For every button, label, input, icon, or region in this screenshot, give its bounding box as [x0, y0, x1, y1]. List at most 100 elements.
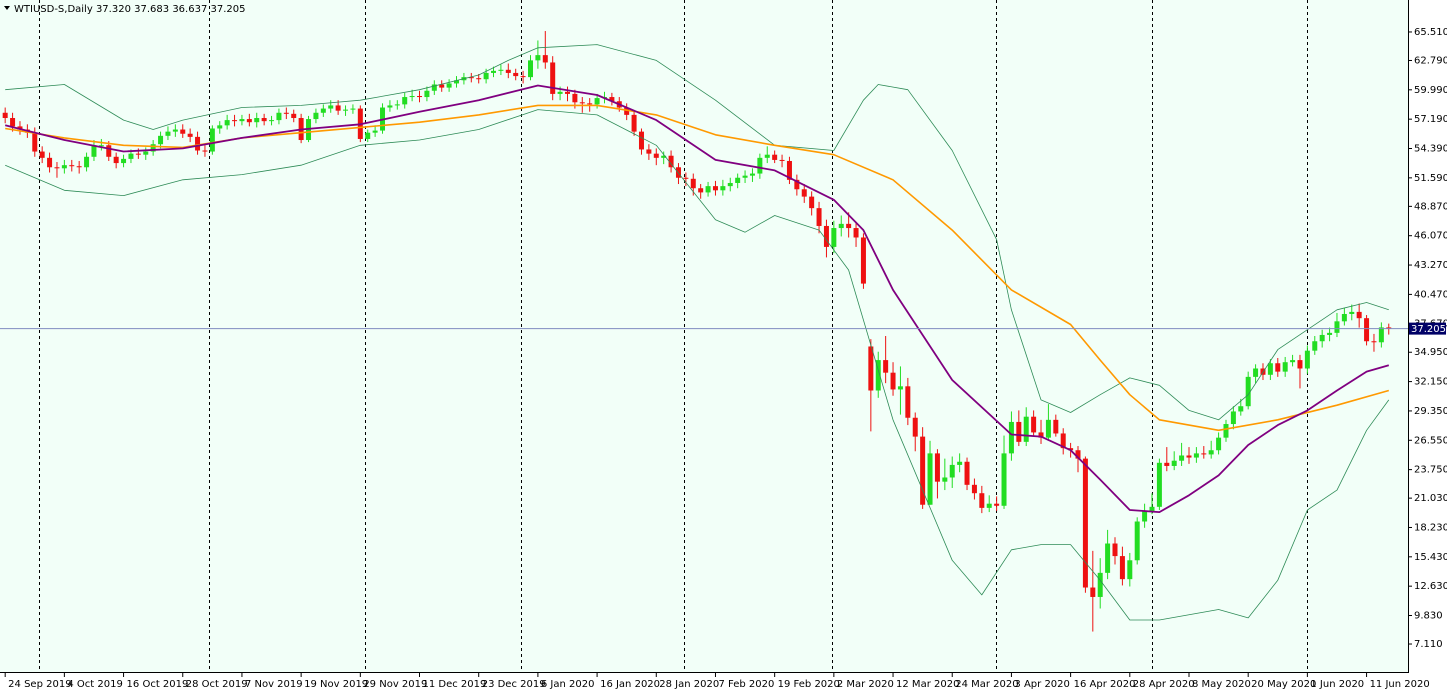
- candle-body: [831, 228, 837, 247]
- x-tick-label: 16 Jan 2020: [600, 679, 660, 690]
- candle-body: [91, 145, 97, 157]
- ohlc-low: 36.637: [172, 4, 207, 15]
- candle-body: [742, 175, 748, 178]
- candle-body: [54, 167, 60, 169]
- candle-body: [883, 360, 889, 373]
- candle-body: [246, 119, 252, 123]
- header: WTIUSD-S,Daily 37.320 37.683 36.637 37.2…: [4, 4, 246, 15]
- candle-body: [202, 150, 208, 152]
- candle-body: [128, 153, 134, 159]
- candle-body: [513, 72, 519, 77]
- header-text: WTIUSD-S,Daily 37.320 37.683 36.637 37.2…: [14, 4, 246, 15]
- candle-body: [335, 105, 341, 111]
- candle-body: [424, 90, 430, 98]
- candle-body: [291, 113, 297, 119]
- y-tick-label: 51.590: [1414, 173, 1447, 184]
- candle-body: [209, 128, 215, 152]
- x-tick-label: 1 Jun 2020: [1310, 679, 1364, 690]
- candle-body: [823, 225, 829, 247]
- candle-body: [84, 156, 90, 168]
- candle-body: [720, 186, 726, 191]
- candle-body: [949, 464, 955, 478]
- candle-body: [1068, 448, 1074, 451]
- candle-body: [372, 130, 378, 133]
- candle-body: [786, 160, 792, 180]
- candle-body: [1134, 521, 1140, 561]
- candle-body: [431, 84, 437, 91]
- candle-body: [1341, 313, 1347, 322]
- candle-body: [491, 70, 497, 73]
- candle-body: [1001, 453, 1007, 506]
- candle-body: [624, 107, 630, 115]
- candle-body: [135, 153, 141, 155]
- y-tick-label: 23.750: [1414, 465, 1447, 476]
- candle-body: [1090, 587, 1096, 597]
- candle-body: [439, 84, 445, 88]
- x-tick-label: 20 May 2020: [1251, 679, 1316, 690]
- candle-body: [542, 55, 548, 63]
- candle-body: [675, 167, 681, 178]
- candle-body: [106, 145, 112, 157]
- candle-body: [269, 120, 275, 122]
- candle-body: [727, 182, 733, 187]
- candle-body: [668, 155, 674, 168]
- x-tick-label: 11 Dec 2019: [423, 679, 487, 690]
- candle-body: [1267, 363, 1273, 375]
- y-tick-label: 15.430: [1414, 552, 1447, 563]
- indicator-line: [5, 44, 1389, 421]
- candle-body: [905, 386, 911, 418]
- candle-body: [69, 165, 75, 167]
- candle-body: [446, 83, 452, 88]
- x-tick-label: 28 Apr 2020: [1133, 679, 1195, 690]
- candle-body: [912, 417, 918, 437]
- candle-body: [712, 186, 718, 191]
- candle-body: [417, 96, 423, 98]
- candle-body: [224, 120, 230, 126]
- y-tick-label: 9.830: [1414, 611, 1443, 622]
- candle-body: [661, 155, 667, 158]
- y-tick-label: 65.510: [1414, 27, 1447, 38]
- candle-body: [772, 154, 778, 160]
- marks: [0, 31, 1408, 632]
- y-tick-label: 46.070: [1414, 231, 1447, 242]
- candle-body: [283, 112, 289, 114]
- candle-body: [942, 477, 948, 482]
- plot-background: [0, 0, 1408, 672]
- candle-body: [328, 105, 334, 109]
- candle-body: [735, 177, 741, 183]
- candle-body: [1282, 362, 1288, 372]
- y-tick-label: 32.150: [1414, 377, 1447, 388]
- candle-body: [1304, 350, 1310, 369]
- candle-body: [180, 129, 186, 134]
- candle-body: [1238, 406, 1244, 412]
- candle-body: [387, 105, 393, 108]
- x-tick-label: 2 Mar 2020: [837, 679, 894, 690]
- candle-body: [971, 484, 977, 494]
- candle-body: [934, 453, 940, 482]
- candle-body: [1208, 450, 1214, 455]
- candle-body: [920, 436, 926, 505]
- candle-body: [1327, 332, 1333, 335]
- candle-body: [1253, 368, 1259, 377]
- candle-body: [587, 103, 593, 105]
- candle-body: [276, 112, 282, 121]
- candle-body: [17, 126, 23, 130]
- x-tick-label: 12 Mar 2020: [896, 679, 959, 690]
- y-tick-label: 54.390: [1414, 144, 1447, 155]
- candle-body: [683, 177, 689, 179]
- candle-body: [320, 108, 326, 113]
- candle-body: [1193, 453, 1199, 458]
- y-tick-label: 48.870: [1414, 201, 1447, 212]
- candle-body: [365, 132, 371, 139]
- candle-body: [113, 156, 119, 164]
- candle-body: [1216, 437, 1222, 451]
- y-tick-label: 43.270: [1414, 260, 1447, 271]
- candle-body: [476, 78, 482, 80]
- candle-body: [527, 60, 533, 78]
- price-label-box: [1409, 322, 1446, 335]
- x-tick-label: 29 Nov 2019: [363, 679, 427, 690]
- candle-body: [994, 503, 1000, 506]
- y-tick-label: 18.230: [1414, 522, 1447, 533]
- candle-body: [2, 112, 8, 119]
